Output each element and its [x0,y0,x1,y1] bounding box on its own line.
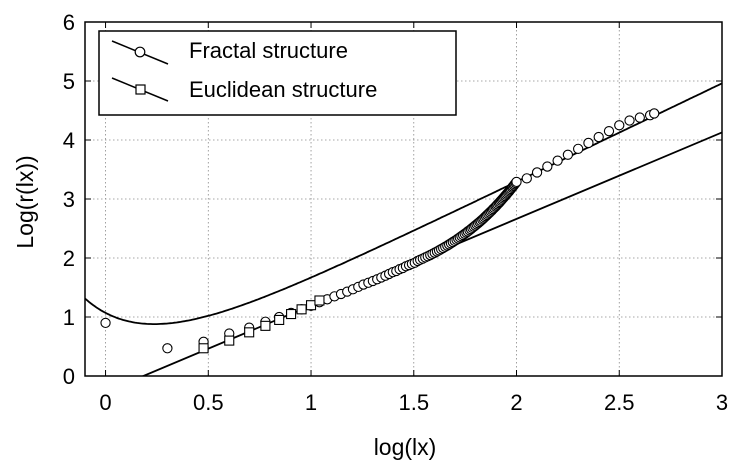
axis-ticks: 0 0.5 1 1.5 2 2.5 3 0 1 2 3 4 5 6 [63,10,728,415]
fractal-point [100,317,111,329]
legend-euclidean-marker [135,84,146,95]
fractal-fit-curve [85,82,722,325]
legend-box [98,30,457,116]
fractal-point [583,137,594,149]
y-tick-label: 1 [63,305,75,330]
euclidean-point [244,327,255,338]
fractal-point [624,115,635,126]
legend-euclidean-label: Euclidean structure [189,77,377,102]
y-tick-label: 6 [63,10,75,35]
y-tick-label: 4 [63,128,75,153]
x-tick-label: 1.5 [398,390,429,415]
legend-fractal-label: Fractal structure [189,38,348,63]
x-tick-label: 3 [716,390,728,415]
data-points [100,108,660,354]
euclidean-point [314,295,325,306]
y-tick-label: 3 [63,187,75,212]
euclidean-point [198,343,209,354]
fractal-point [552,155,563,166]
x-tick-label: 0.5 [193,390,224,415]
fractal-point [531,167,543,178]
fractal-point [162,343,173,354]
fractal-point [593,131,604,143]
euclidean-point [260,320,271,331]
fractal-point [649,108,660,119]
fractal-point [573,143,584,154]
x-tick-label: 1 [305,390,317,415]
x-tick-label: 2 [510,390,522,415]
fractal-point [603,125,615,137]
y-tick-label: 2 [63,246,75,271]
fractal-point [521,173,532,184]
fractal-point [562,149,574,160]
fractal-point [614,120,625,131]
fractal-point [542,161,553,172]
fractal-point [511,176,522,188]
fit-curves [85,82,722,376]
legend-fractal-marker [134,46,146,58]
y-tick-label: 0 [63,364,75,389]
y-axis-title: Log(r(lx)) [12,155,38,248]
legend: Fractal structure Euclidean structure [98,30,457,116]
x-axis-title: log(lx) [374,434,437,460]
euclidean-point [224,335,235,346]
euclidean-point [296,304,307,315]
euclidean-point [286,308,297,320]
y-tick-label: 5 [63,69,75,94]
euclidean-point [305,300,317,311]
x-tick-label: 0 [99,390,111,415]
x-tick-label: 2.5 [604,390,635,415]
fractal-point [634,112,645,123]
euclidean-point [274,314,285,326]
